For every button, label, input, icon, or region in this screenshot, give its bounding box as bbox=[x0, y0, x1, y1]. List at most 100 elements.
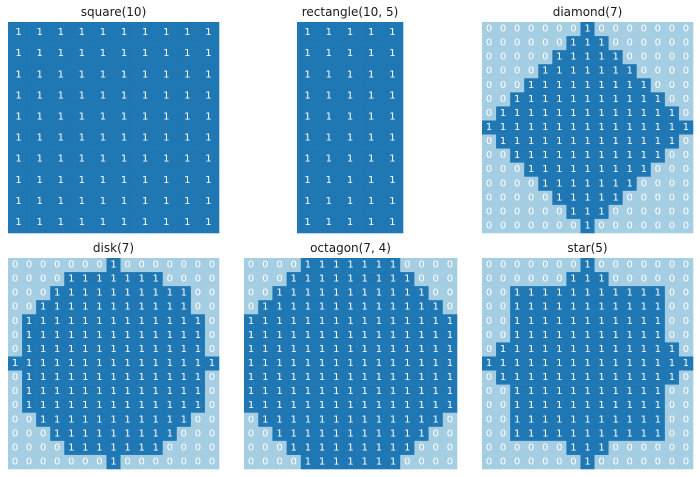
heatmap-cell bbox=[566, 134, 581, 149]
heatmap-cell bbox=[106, 286, 121, 301]
cell-value-label: 1 bbox=[570, 136, 576, 147]
heatmap-cell bbox=[381, 43, 404, 65]
cell-value-label: 1 bbox=[598, 316, 604, 327]
cell-value-label: 0 bbox=[669, 302, 675, 313]
heatmap-cell bbox=[258, 426, 273, 442]
cell-value-label: 1 bbox=[304, 196, 310, 207]
heatmap-cell bbox=[8, 384, 23, 399]
cell-value-label: 0 bbox=[683, 316, 689, 327]
cell-value-label: 1 bbox=[68, 358, 74, 369]
heatmap-cell bbox=[343, 454, 358, 470]
cell-value-label: 0 bbox=[500, 52, 506, 63]
heatmap-cell bbox=[339, 127, 361, 149]
heatmap-cell bbox=[400, 342, 415, 357]
cell-value-label: 1 bbox=[248, 372, 254, 383]
cell-value-label: 0 bbox=[209, 316, 215, 327]
heatmap-cell bbox=[8, 342, 23, 357]
cell-value-label: 1 bbox=[627, 372, 633, 383]
heatmap-cell bbox=[580, 314, 595, 329]
cell-value-label: 1 bbox=[584, 372, 590, 383]
heatmap-cell bbox=[258, 370, 273, 385]
cell-value-label: 1 bbox=[362, 372, 368, 383]
cell-value-label: 1 bbox=[304, 133, 310, 144]
cell-value-label: 1 bbox=[121, 90, 127, 101]
heatmap-cell bbox=[566, 384, 581, 399]
heatmap-cell bbox=[300, 412, 316, 428]
cell-value-label: 0 bbox=[209, 288, 215, 299]
cell-value-label: 1 bbox=[683, 358, 689, 369]
heatmap-cell bbox=[162, 272, 178, 287]
cell-value-label: 1 bbox=[262, 414, 268, 425]
heatmap-cell bbox=[496, 370, 511, 385]
cell-value-label: 0 bbox=[500, 66, 506, 77]
cell-value-label: 1 bbox=[262, 372, 268, 383]
cell-value-label: 0 bbox=[500, 414, 506, 425]
cell-value-label: 1 bbox=[528, 164, 534, 175]
cell-value-label: 0 bbox=[82, 260, 88, 271]
cell-value-label: 1 bbox=[612, 330, 618, 341]
heatmap-cell bbox=[678, 120, 694, 135]
cell-value-label: 0 bbox=[627, 38, 633, 49]
cell-value-label: 0 bbox=[612, 206, 618, 217]
heatmap-cell bbox=[162, 328, 178, 343]
cell-value-label: 0 bbox=[514, 260, 520, 271]
heatmap-cell bbox=[538, 218, 553, 234]
cell-value-label: 0 bbox=[556, 274, 562, 285]
cell-value-label: 1 bbox=[248, 330, 254, 341]
cell-value-label: 1 bbox=[627, 316, 633, 327]
heatmap-cell bbox=[664, 78, 680, 93]
cell-value-label: 1 bbox=[418, 386, 424, 397]
cell-value-label: 1 bbox=[669, 372, 675, 383]
cell-value-label: 1 bbox=[683, 122, 689, 133]
heatmap-cell bbox=[29, 106, 51, 128]
heatmap-cell bbox=[510, 134, 525, 149]
cell-value-label: 1 bbox=[333, 330, 339, 341]
cell-value-label: 0 bbox=[669, 52, 675, 63]
heatmap-cell bbox=[343, 328, 358, 343]
heatmap-cell bbox=[197, 106, 220, 128]
cell-value-label: 1 bbox=[433, 316, 439, 327]
cell-value-label: 1 bbox=[570, 206, 576, 217]
heatmap-cell bbox=[286, 426, 302, 442]
cell-value-label: 0 bbox=[683, 206, 689, 217]
cell-value-label: 1 bbox=[96, 386, 102, 397]
cell-value-label: 1 bbox=[138, 372, 144, 383]
heatmap-cell bbox=[371, 272, 387, 287]
heatmap-cell bbox=[580, 286, 595, 301]
cell-value-label: 1 bbox=[121, 111, 127, 122]
cell-value-label: 1 bbox=[418, 400, 424, 411]
cell-value-label: 1 bbox=[121, 27, 127, 38]
heatmap-cell bbox=[622, 342, 638, 357]
cell-value-label: 1 bbox=[291, 288, 297, 299]
heatmap-cell bbox=[92, 272, 107, 287]
cell-value-label: 0 bbox=[447, 442, 453, 453]
cell-value-label: 0 bbox=[655, 456, 661, 467]
cell-value-label: 1 bbox=[584, 192, 590, 203]
heatmap-cell bbox=[286, 384, 302, 399]
heatmap-cell bbox=[36, 426, 51, 442]
heatmap-cell bbox=[608, 204, 623, 220]
heatmap-cell bbox=[92, 106, 114, 128]
heatmap-cell bbox=[176, 258, 192, 273]
heatmap-cell bbox=[594, 342, 609, 357]
cell-value-label: 0 bbox=[276, 456, 282, 467]
heatmap-cell bbox=[92, 440, 107, 456]
heatmap-cell bbox=[622, 300, 638, 315]
cell-value-label: 0 bbox=[195, 302, 201, 313]
cell-value-label: 1 bbox=[627, 344, 633, 355]
cell-value-label: 1 bbox=[36, 69, 42, 80]
cell-value-label: 1 bbox=[153, 372, 159, 383]
cell-value-label: 1 bbox=[376, 386, 382, 397]
heatmap-cell bbox=[50, 314, 65, 329]
heatmap-cell bbox=[580, 22, 595, 37]
cell-value-label: 0 bbox=[433, 288, 439, 299]
heatmap-cell bbox=[300, 342, 316, 357]
heatmap-cell bbox=[552, 50, 567, 65]
panel-title: star(5) bbox=[567, 241, 607, 255]
cell-value-label: 1 bbox=[26, 400, 32, 411]
cell-value-label: 1 bbox=[627, 400, 633, 411]
cell-value-label: 1 bbox=[584, 150, 590, 161]
heatmap-cell bbox=[594, 176, 609, 192]
cell-value-label: 0 bbox=[433, 428, 439, 439]
heatmap-cell bbox=[286, 314, 302, 329]
